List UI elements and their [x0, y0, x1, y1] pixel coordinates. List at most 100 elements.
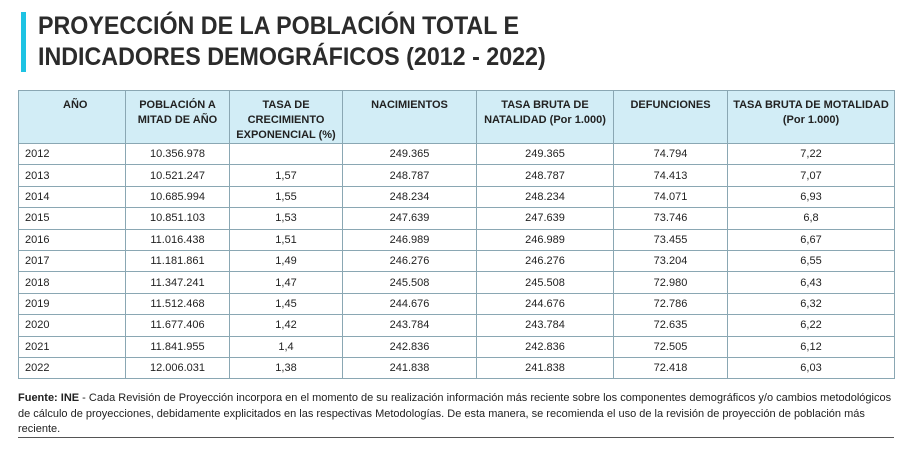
cell-birth-rate: 244.676	[477, 293, 614, 314]
cell-birth-rate: 241.838	[477, 357, 614, 378]
cell-year: 2017	[19, 250, 126, 271]
cell-year: 2014	[19, 186, 126, 207]
header-growth-rate: TASA DE CRECIMIENTO EXPONENCIAL (%)	[230, 91, 343, 144]
header-birth-rate: TASA BRUTA DE NATALIDAD (Por 1.000)	[477, 91, 614, 144]
cell-population: 11.347.241	[126, 272, 230, 293]
cell-mortality-rate: 6,03	[728, 357, 895, 378]
header-births: NACIMIENTOS	[343, 91, 477, 144]
cell-mortality-rate: 7,07	[728, 165, 895, 186]
cell-birth-rate: 246.276	[477, 250, 614, 271]
table-row: 2020 11.677.406 1,42 243.784 243.784 72.635 6,…	[19, 315, 895, 336]
cell-population: 10.521.247	[126, 165, 230, 186]
cell-population: 12.006.031	[126, 357, 230, 378]
table-row: 2013 10.521.247 1,57 248.787 248.787 74.413 7,…	[19, 165, 895, 186]
cell-year: 2015	[19, 208, 126, 229]
cell-growth-rate: 1,4	[230, 336, 343, 357]
cell-mortality-rate: 7,22	[728, 144, 895, 165]
cell-year: 2013	[19, 165, 126, 186]
cell-growth-rate: 1,38	[230, 357, 343, 378]
cell-deaths: 72.786	[614, 293, 728, 314]
page-title-line-2: INDICADORES DEMOGRÁFICOS (2012 - 2022)	[38, 42, 546, 73]
cell-births: 241.838	[343, 357, 477, 378]
cell-deaths: 73.746	[614, 208, 728, 229]
cell-birth-rate: 246.989	[477, 229, 614, 250]
source-label: Fuente: INE	[18, 392, 79, 404]
cell-year: 2020	[19, 315, 126, 336]
cell-deaths: 73.455	[614, 229, 728, 250]
cell-births: 243.784	[343, 315, 477, 336]
cell-year: 2018	[19, 272, 126, 293]
cell-birth-rate: 248.234	[477, 186, 614, 207]
table-row: 2018 11.347.241 1,47 245.508 245.508 72.980 6,…	[19, 272, 895, 293]
table-body: 2012 10.356.978 249.365 249.365 74.794 7,22 20…	[19, 144, 895, 379]
cell-growth-rate: 1,49	[230, 250, 343, 271]
table-row: 2014 10.685.994 1,55 248.234 248.234 74.071 6,…	[19, 186, 895, 207]
cell-deaths: 72.980	[614, 272, 728, 293]
cell-population: 11.181.861	[126, 250, 230, 271]
cell-mortality-rate: 6,43	[728, 272, 895, 293]
cell-deaths: 72.635	[614, 315, 728, 336]
cell-births: 246.989	[343, 229, 477, 250]
cell-population: 10.356.978	[126, 144, 230, 165]
cell-birth-rate: 245.508	[477, 272, 614, 293]
header-deaths: DEFUNCIONES	[614, 91, 728, 144]
cell-births: 247.639	[343, 208, 477, 229]
cell-population: 10.851.103	[126, 208, 230, 229]
cell-births: 249.365	[343, 144, 477, 165]
footer-divider	[18, 437, 894, 438]
cell-year: 2022	[19, 357, 126, 378]
population-table-container: AÑO POBLACIÓN A MITAD DE AÑO TASA DE CRECI…	[18, 90, 894, 379]
cell-year: 2021	[19, 336, 126, 357]
table-row: 2016 11.016.438 1,51 246.989 246.989 73.455 6,…	[19, 229, 895, 250]
cell-deaths: 72.418	[614, 357, 728, 378]
cell-mortality-rate: 6,12	[728, 336, 895, 357]
cell-birth-rate: 242.836	[477, 336, 614, 357]
cell-birth-rate: 247.639	[477, 208, 614, 229]
cell-deaths: 74.413	[614, 165, 728, 186]
cell-year: 2019	[19, 293, 126, 314]
page-title-line-1: PROYECCIÓN DE LA POBLACIÓN TOTAL E	[38, 11, 546, 42]
cell-births: 248.787	[343, 165, 477, 186]
cell-births: 245.508	[343, 272, 477, 293]
cell-mortality-rate: 6,55	[728, 250, 895, 271]
title-accent-bar	[21, 12, 26, 72]
header-mortality-rate: TASA BRUTA DE MOTALIDAD (Por 1.000)	[728, 91, 895, 144]
cell-growth-rate: 1,51	[230, 229, 343, 250]
table-row: 2015 10.851.103 1,53 247.639 247.639 73.746 6,…	[19, 208, 895, 229]
table-row: 2017 11.181.861 1,49 246.276 246.276 73.204 6,…	[19, 250, 895, 271]
cell-year: 2012	[19, 144, 126, 165]
cell-population: 11.677.406	[126, 315, 230, 336]
header-year: AÑO	[19, 91, 126, 144]
population-table: AÑO POBLACIÓN A MITAD DE AÑO TASA DE CRECI…	[18, 90, 895, 379]
page-title: PROYECCIÓN DE LA POBLACIÓN TOTAL E INDIC…	[38, 11, 546, 73]
table-header-row: AÑO POBLACIÓN A MITAD DE AÑO TASA DE CRECI…	[19, 91, 895, 144]
cell-growth-rate: 1,57	[230, 165, 343, 186]
cell-growth-rate: 1,55	[230, 186, 343, 207]
cell-mortality-rate: 6,22	[728, 315, 895, 336]
cell-mortality-rate: 6,67	[728, 229, 895, 250]
source-footnote: Fuente: INE - Cada Revisión de Proyecció…	[18, 391, 894, 438]
cell-birth-rate: 249.365	[477, 144, 614, 165]
cell-mortality-rate: 6,32	[728, 293, 895, 314]
cell-births: 246.276	[343, 250, 477, 271]
cell-growth-rate: 1,45	[230, 293, 343, 314]
cell-growth-rate: 1,42	[230, 315, 343, 336]
cell-growth-rate: 1,53	[230, 208, 343, 229]
cell-births: 248.234	[343, 186, 477, 207]
cell-births: 244.676	[343, 293, 477, 314]
cell-births: 242.836	[343, 336, 477, 357]
table-row: 2019 11.512.468 1,45 244.676 244.676 72.786 6,…	[19, 293, 895, 314]
source-text: - Cada Revisión de Proyección incorpora …	[18, 392, 891, 435]
cell-birth-rate: 248.787	[477, 165, 614, 186]
cell-growth-rate: 1,47	[230, 272, 343, 293]
cell-year: 2016	[19, 229, 126, 250]
cell-population: 11.841.955	[126, 336, 230, 357]
cell-population: 11.016.438	[126, 229, 230, 250]
cell-growth-rate	[230, 144, 343, 165]
table-row: 2012 10.356.978 249.365 249.365 74.794 7,22	[19, 144, 895, 165]
cell-deaths: 73.204	[614, 250, 728, 271]
cell-birth-rate: 243.784	[477, 315, 614, 336]
cell-population: 11.512.468	[126, 293, 230, 314]
table-row: 2021 11.841.955 1,4 242.836 242.836 72.505 6,1…	[19, 336, 895, 357]
cell-deaths: 74.794	[614, 144, 728, 165]
